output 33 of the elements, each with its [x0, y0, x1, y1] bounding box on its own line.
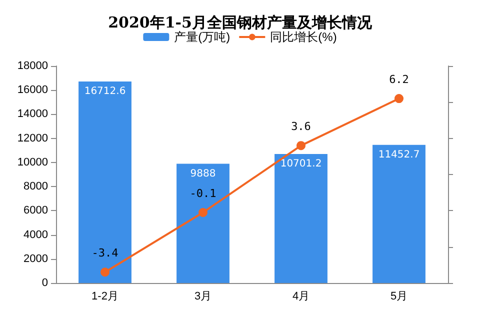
data-label: 16712.6	[84, 86, 126, 98]
y-tick-label: 10000	[17, 156, 48, 168]
y-tick-label: 18000	[17, 60, 48, 72]
point	[394, 94, 404, 104]
data-label: -0.1	[190, 186, 216, 200]
data-label: 11452.7	[378, 149, 420, 160]
legend-label: 同比增长(%)	[270, 30, 337, 44]
y-tick-label: 14000	[17, 108, 48, 120]
chart-title: 2020年1-5月全国钢材产量及增长情况	[108, 14, 373, 32]
bar	[78, 82, 132, 283]
y-tick-label: 8000	[24, 180, 48, 193]
data-label: 9888	[190, 168, 216, 180]
data-label: 3.6	[291, 120, 311, 134]
y-tick-label: 0	[42, 277, 48, 289]
x-tick-label: 3月	[194, 290, 212, 302]
point	[198, 208, 208, 217]
point	[100, 268, 110, 277]
x-tick-label: 5月	[390, 290, 408, 302]
data-label: 10701.2	[280, 158, 322, 170]
bar	[176, 164, 230, 283]
y-tick-label: 6000	[24, 204, 48, 217]
y-tick-label: 16000	[17, 84, 48, 96]
x-tick-label: 1-2月	[92, 290, 118, 302]
bar	[274, 154, 328, 283]
point	[296, 141, 306, 150]
y-tick-label: 2000	[24, 252, 48, 265]
data-label: 6.2	[389, 73, 409, 86]
x-tick-label: 4月	[292, 290, 310, 302]
y-tick-label: 4000	[24, 228, 48, 241]
y-tick-label: 12000	[17, 132, 48, 144]
data-label: -3.4	[92, 246, 119, 260]
bar	[372, 144, 426, 283]
legend-label: 产量(万吨)	[174, 30, 230, 44]
